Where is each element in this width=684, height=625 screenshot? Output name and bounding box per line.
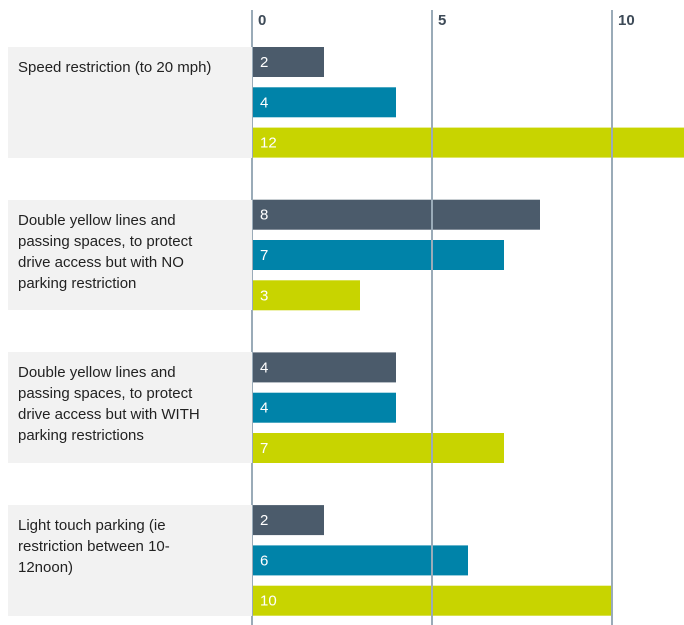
category-label-box: Light touch parking (ie restriction betw…	[8, 505, 252, 616]
bar	[252, 240, 504, 270]
category-label: Double yellow lines and passing spaces, …	[18, 211, 193, 292]
bar	[252, 47, 324, 77]
category-label: Light touch parking (ie restriction betw…	[18, 517, 170, 577]
bar	[252, 87, 396, 118]
x-tick-label: 10	[618, 12, 635, 29]
category-label-box: Double yellow lines and passing spaces, …	[8, 199, 252, 311]
category-label: Double yellow lines and passing spaces, …	[18, 364, 200, 445]
bar	[252, 392, 396, 423]
category-label-box: Speed restriction (to 20 mph)	[8, 47, 252, 158]
bar	[252, 505, 324, 536]
category-label: Speed restriction (to 20 mph)	[18, 59, 212, 76]
value-label: 2	[260, 54, 268, 71]
bar	[252, 127, 684, 158]
value-label: 6	[260, 552, 268, 569]
value-label: 12	[260, 135, 277, 152]
value-label: 7	[260, 247, 268, 264]
value-label: 4	[260, 400, 268, 417]
value-label: 7	[260, 440, 268, 457]
bar	[252, 280, 360, 311]
value-label: 8	[260, 207, 268, 224]
bar	[252, 352, 396, 383]
bar	[252, 199, 540, 230]
bar	[252, 545, 468, 576]
x-tick-label: 5	[438, 12, 446, 29]
value-label: 4	[260, 94, 268, 111]
category-label-box: Double yellow lines and passing spaces, …	[8, 352, 252, 463]
x-tick-label: 0	[258, 12, 266, 29]
value-label: 4	[260, 359, 268, 376]
value-label: 3	[260, 287, 268, 304]
value-label: 2	[260, 512, 268, 529]
value-label: 10	[260, 593, 277, 610]
bar	[252, 433, 504, 463]
